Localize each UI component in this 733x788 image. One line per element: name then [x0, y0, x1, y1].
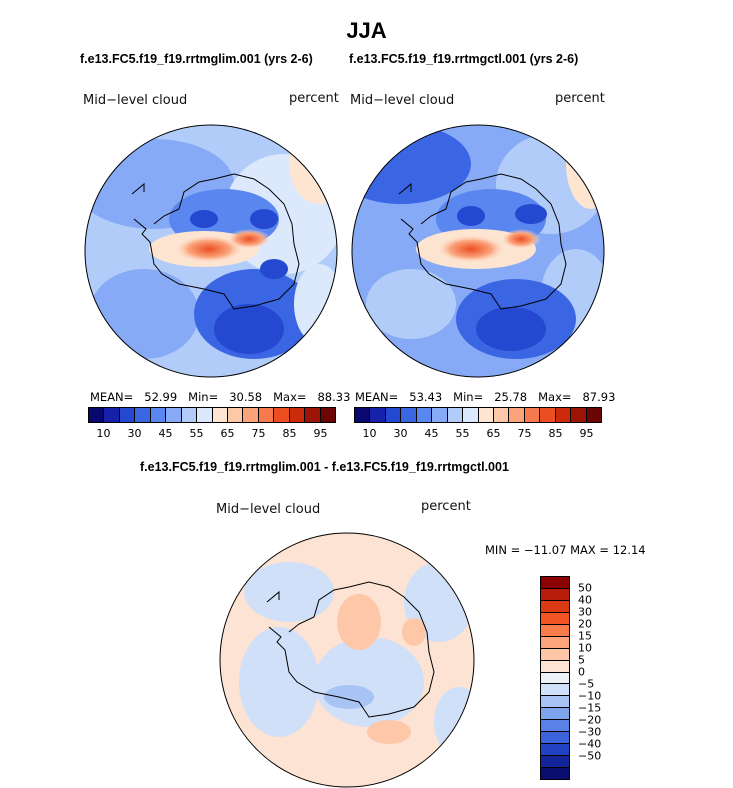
colorbar-tick-label: 30: [127, 427, 142, 440]
colorbar-swatch: [493, 408, 510, 422]
colorbar-tick-label: 0: [578, 665, 585, 679]
colorbar-swatch: [541, 732, 569, 745]
colorbar-tick-label: −40: [578, 737, 602, 751]
left-colorbar: [88, 407, 336, 423]
colorbar-tick-label: 30: [393, 427, 408, 440]
colorbar-tick-label: 40: [578, 593, 592, 607]
colorbar-tick-label: 55: [455, 427, 470, 440]
colorbar-swatch: [586, 408, 601, 422]
colorbar-swatch: [227, 408, 244, 422]
colorbar-tick-label: −50: [578, 749, 602, 763]
colorbar-swatch: [289, 408, 306, 422]
colorbar-swatch: [258, 408, 275, 422]
colorbar-swatch: [370, 408, 386, 422]
colorbar-tick-label: 65: [486, 427, 501, 440]
colorbar-tick-label: −30: [578, 725, 602, 739]
colorbar-swatch: [432, 408, 448, 422]
colorbar-swatch: [555, 408, 572, 422]
colorbar-tick-label: 75: [517, 427, 532, 440]
colorbar-tick-label: 10: [96, 427, 111, 440]
colorbar-swatch: [478, 408, 494, 422]
colorbar-swatch: [541, 768, 569, 779]
colorbar-swatch: [541, 756, 569, 768]
colorbar-swatch: [541, 636, 569, 649]
right-polar-map: [351, 124, 605, 378]
colorbar-tick-label: 85: [548, 427, 563, 440]
colorbar-swatch: [509, 408, 525, 422]
left-units-label: percent: [289, 91, 339, 106]
colorbar-swatch: [541, 577, 569, 589]
colorbar-swatch: [181, 408, 198, 422]
colorbar-swatch: [541, 672, 569, 685]
colorbar-tick-label: 15: [578, 629, 592, 643]
colorbar-tick-label: 10: [362, 427, 377, 440]
colorbar-tick-label: 75: [251, 427, 266, 440]
colorbar-swatch: [463, 408, 479, 422]
colorbar-swatch: [150, 408, 167, 422]
colorbar-swatch: [320, 408, 335, 422]
colorbar-tick-label: −5: [578, 677, 595, 691]
colorbar-swatch: [541, 612, 569, 625]
colorbar-tick-label: −20: [578, 713, 602, 727]
colorbar-swatch: [243, 408, 259, 422]
colorbar-tick-label: 95: [579, 427, 594, 440]
colorbar-tick-label: 45: [424, 427, 439, 440]
colorbar-tick-label: −15: [578, 701, 602, 715]
colorbar-swatch: [571, 408, 587, 422]
colorbar-swatch: [119, 408, 136, 422]
colorbar-swatch: [541, 744, 569, 757]
colorbar-tick-label: 20: [578, 617, 592, 631]
colorbar-tick-label: 45: [158, 427, 173, 440]
diff-colorbar: [540, 576, 570, 780]
colorbar-swatch: [541, 696, 569, 709]
colorbar-swatch: [355, 408, 371, 422]
page-title: JJA: [346, 18, 387, 43]
colorbar-swatch: [197, 408, 213, 422]
colorbar-tick-label: 65: [220, 427, 235, 440]
colorbar-swatch: [540, 408, 556, 422]
colorbar-swatch: [524, 408, 541, 422]
colorbar-tick-label: 5: [578, 653, 585, 667]
colorbar-tick-label: 50: [578, 581, 592, 595]
colorbar-swatch: [541, 600, 569, 613]
colorbar-swatch: [541, 660, 569, 673]
diff-variable-label: Mid−level cloud: [216, 502, 321, 517]
right-units-label: percent: [555, 91, 605, 106]
diff-case-title: f.e13.FC5.f19_f19.rrtmglim.001 - f.e13.F…: [140, 460, 509, 474]
left-polar-map: [84, 124, 338, 378]
colorbar-swatch: [274, 408, 290, 422]
left-mean: MEAN= 52.99 Min= 30.58 Max= 88.33: [90, 390, 351, 404]
colorbar-swatch: [305, 408, 321, 422]
right-mean: MEAN= 53.43 Min= 25.78 Max= 87.93: [355, 390, 616, 404]
colorbar-swatch: [166, 408, 182, 422]
colorbar-tick-label: 55: [189, 427, 204, 440]
colorbar-swatch: [541, 588, 569, 601]
left-variable-label: Mid−level cloud: [83, 93, 188, 108]
colorbar-tick-label: 85: [282, 427, 297, 440]
right-case-title: f.e13.FC5.f19_f19.rrtmgctl.001 (yrs 2-6): [349, 52, 579, 66]
colorbar-swatch: [89, 408, 105, 422]
colorbar-tick-label: −10: [578, 689, 602, 703]
colorbar-tick-label: 95: [313, 427, 328, 440]
right-colorbar: [354, 407, 602, 423]
colorbar-swatch: [385, 408, 402, 422]
colorbar-swatch: [104, 408, 120, 422]
colorbar-swatch: [541, 684, 569, 697]
colorbar-swatch: [541, 648, 569, 661]
colorbar-swatch: [541, 720, 569, 733]
colorbar-swatch: [541, 708, 569, 721]
colorbar-swatch: [416, 408, 433, 422]
left-case-title: f.e13.FC5.f19_f19.rrtmglim.001 (yrs 2-6): [80, 52, 313, 66]
colorbar-tick-label: 30: [578, 605, 592, 619]
diff-units-label: percent: [421, 499, 471, 514]
colorbar-swatch: [447, 408, 464, 422]
colorbar-swatch: [212, 408, 228, 422]
colorbar-tick-label: 10: [578, 641, 592, 655]
colorbar-swatch: [541, 624, 569, 637]
colorbar-swatch: [401, 408, 417, 422]
diff-polar-map: [219, 532, 475, 788]
diff-minmax: MIN = −11.07 MAX = 12.14: [485, 543, 646, 557]
right-variable-label: Mid−level cloud: [350, 93, 455, 108]
colorbar-swatch: [135, 408, 151, 422]
